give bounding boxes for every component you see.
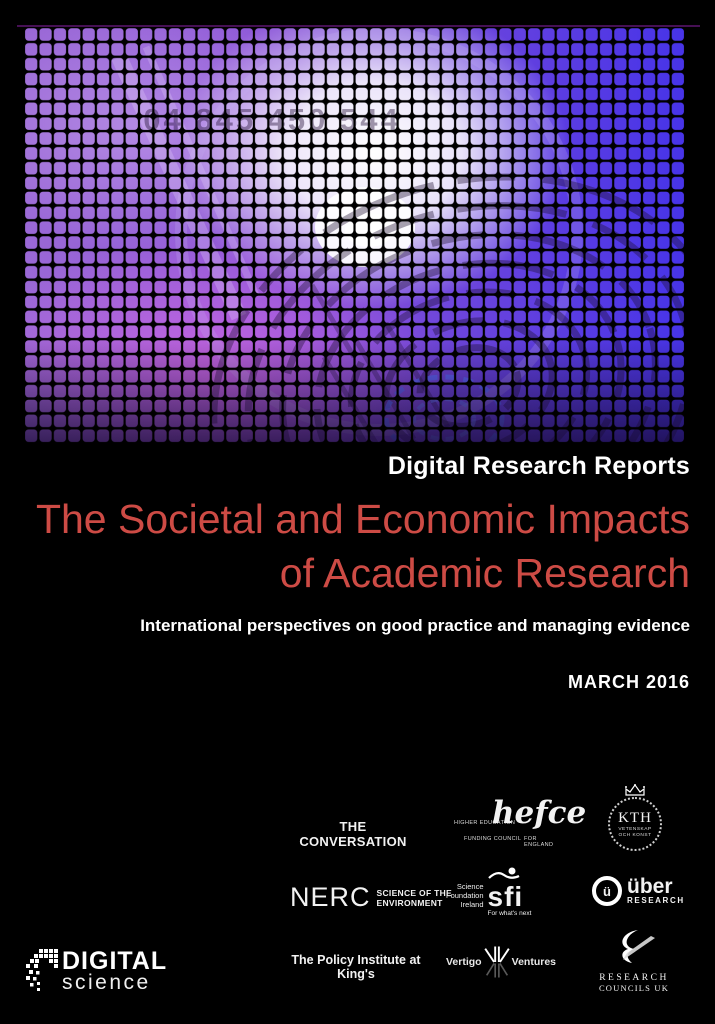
logo-kth: KTH VETENSKAP OCH KONST — [606, 784, 664, 851]
report-title-line2: of Academic Research — [279, 550, 690, 596]
nerc-caption-line2: ENVIRONMENT — [376, 897, 443, 908]
logo-nerc: NERC SCIENCE OF THE ENVIRONMENT — [290, 882, 452, 913]
sfi-caption-line3: Ireland — [460, 900, 484, 909]
uberresearch-icon: ü — [592, 876, 622, 906]
kth-caption-line2: OCH KONST — [618, 832, 652, 838]
logo-uberresearch: ü über RESEARCH — [592, 876, 685, 906]
digital-science-word-science: science — [62, 971, 151, 994]
rcuk-swirl-icon — [622, 930, 655, 963]
digital-science-pixel-icon — [26, 949, 58, 991]
hefce-caption-for-england: FOR ENGLAND — [524, 836, 554, 848]
sfi-caption-line1: Science — [456, 882, 484, 891]
kth-wordmark: KTH — [618, 810, 652, 826]
logo-policy-institute-kings: The Policy Institute at King's — [291, 953, 421, 981]
logo-digital-science: DIGITAL science — [26, 949, 167, 995]
digital-science-word-digital: DIGITAL — [62, 947, 168, 975]
logo-research-councils-uk: RESEARCH COUNCILS UK — [588, 929, 680, 993]
hefce-wordmark: hefce — [492, 795, 587, 831]
sfi-caption: Science Foundation Ireland — [446, 882, 484, 917]
nerc-caption: SCIENCE OF THE ENVIRONMENT — [377, 888, 453, 908]
report-title-line1: The Societal and Economic Impacts — [35, 496, 690, 542]
report-subtitle: International perspectives on good pract… — [140, 616, 690, 635]
vertigo-word-right: Ventures — [511, 956, 556, 968]
publication-date: MARCH 2016 — [567, 672, 690, 692]
sfi-tagline: For what's next — [487, 910, 532, 917]
vertigo-ventures-monogram-icon — [484, 946, 510, 978]
kth-seal: KTH VETENSKAP OCH KONST — [608, 797, 662, 851]
rcuk-caption-line2: COUNCILS UK — [598, 983, 670, 993]
logo-sfi: Science Foundation Ireland sfi For what'… — [446, 867, 540, 917]
hero-top-rule — [17, 25, 700, 27]
sfi-swoosh-icon — [487, 867, 520, 879]
nerc-caption-line1: SCIENCE OF THE — [376, 887, 453, 898]
hero-overlay-numbers: 04 845 450 544 — [143, 102, 401, 137]
sfi-caption-line2: Foundation — [446, 891, 484, 900]
rcuk-caption-line1: RESEARCH — [599, 973, 669, 983]
sfi-wordmark: sfi — [487, 881, 524, 912]
logo-the-conversation: THE CONVERSATION — [299, 819, 407, 849]
fingerprint-halftone-image: 04 845 450 544 — [24, 27, 685, 443]
uberresearch-caption: RESEARCH — [627, 896, 685, 905]
logo-vertigo-ventures: Vertigo Ventures — [446, 938, 556, 986]
hefce-caption-higher-education: HIGHER EDUCATION — [454, 820, 516, 826]
report-title: The Societal and Economic Impacts of Aca… — [36, 492, 690, 600]
logo-hefce: HIGHER EDUCATION hefce FUNDING COUNCIL F… — [452, 795, 586, 848]
nerc-wordmark: NERC — [290, 882, 371, 912]
kth-crown-icon — [625, 784, 645, 796]
kth-caption-line1: VETENSKAP — [618, 827, 652, 832]
vertigo-word-left: Vertigo — [446, 956, 482, 968]
uberresearch-wordmark: über — [627, 875, 673, 898]
series-title: Digital Research Reports — [387, 452, 690, 480]
hefce-caption-funding-council: FUNDING COUNCIL — [464, 836, 522, 842]
